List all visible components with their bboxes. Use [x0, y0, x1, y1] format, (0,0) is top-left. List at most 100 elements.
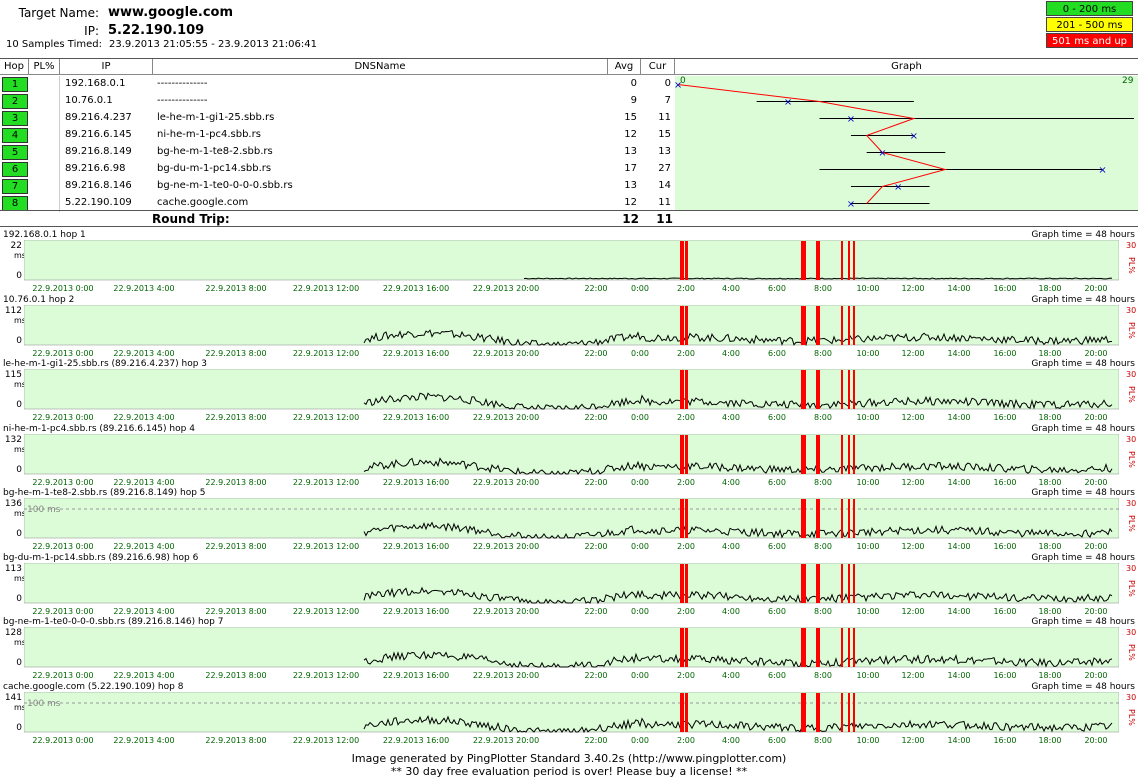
latency-trace [363, 714, 1113, 733]
graph-pl-max: 30 [1126, 628, 1137, 637]
hop-ip: 10.76.0.1 [65, 95, 113, 106]
hop-row[interactable]: 3 89.216.4.237 le-he-m-1-gi1-25.sbb.rs 15 11 [0, 110, 1138, 127]
packet-loss-bar [801, 692, 806, 732]
hop-row[interactable]: 8 5.22.190.109 cache.google.com 12 11 [0, 195, 1138, 212]
x-tick-label: 22:00 [584, 542, 607, 551]
hop-number-button[interactable]: 6 [2, 162, 28, 177]
hop-cur: 13 [658, 146, 671, 157]
graph-label: bg-ne-m-1-te0-0-0-0.sbb.rs (89.216.8.146… [3, 617, 224, 627]
x-tick-label: 18:00 [1038, 349, 1061, 358]
hop-row[interactable]: 4 89.216.6.145 ni-he-m-1-pc4.sbb.rs 12 15 [0, 127, 1138, 144]
x-tick-label: 22.9.2013 20:00 [473, 736, 539, 745]
x-tick-label: 8:00 [814, 478, 832, 487]
graph-time-label: Graph time = 48 hours [1031, 230, 1135, 240]
footer-generated: Image generated by PingPlotter Standard … [351, 752, 787, 765]
samples-label: 10 Samples Timed: [6, 39, 102, 50]
graph-ymax: 141 [4, 692, 22, 703]
x-tick-label: 4:00 [722, 542, 740, 551]
hop-dnsname: bg-ne-m-1-te0-0-0-0.sbb.rs [157, 180, 293, 191]
graph-ymax: 112 [4, 305, 22, 316]
packet-loss-bar [841, 305, 843, 345]
hop-number-button[interactable]: 5 [2, 145, 28, 160]
x-tick-label: 22:00 [584, 349, 607, 358]
x-tick-label: 10:00 [856, 607, 879, 616]
route-graph: 0 29 × × × × × × × × [675, 76, 1134, 210]
graph-background [24, 433, 1119, 474]
hop-row[interactable]: 7 89.216.8.146 bg-ne-m-1-te0-0-0-0.sbb.rs 1… [0, 178, 1138, 195]
graph-label: bg-he-m-1-te8-2.sbb.rs (89.216.8.149) ho… [3, 488, 206, 498]
packet-loss-bar [816, 563, 820, 603]
graph-label: le-he-m-1-gi1-25.sbb.rs (89.216.4.237) h… [3, 359, 207, 369]
x-tick-label: 6:00 [768, 607, 786, 616]
col-ip[interactable]: IP [60, 59, 153, 75]
x-tick-label: 22.9.2013 12:00 [293, 607, 359, 616]
hop-time-graph[interactable]: bg-du-m-1-pc14.sbb.rs (89.216.6.98) hop … [0, 553, 1138, 618]
hop-row[interactable]: 5 89.216.8.149 bg-he-m-1-te8-2.sbb.rs 13 13 [0, 144, 1138, 161]
x-tick-label: 2:00 [677, 478, 695, 487]
hop-number-button[interactable]: 7 [2, 179, 28, 194]
graph-pl-label: PL% [1127, 708, 1136, 726]
hop-number-button[interactable]: 8 [2, 196, 28, 211]
cur-marker: × [1098, 165, 1106, 176]
x-tick-label: 22.9.2013 8:00 [205, 736, 266, 745]
hop-number-button[interactable]: 3 [2, 111, 28, 126]
graph-ms-label: ms [14, 251, 26, 260]
x-tick-label: 20:00 [1084, 349, 1107, 358]
col-graph[interactable]: Graph [675, 59, 1138, 75]
x-tick-label: 20:00 [1084, 542, 1107, 551]
packet-loss-bar [841, 628, 843, 667]
hop-time-graph[interactable]: le-he-m-1-gi1-25.sbb.rs (89.216.4.237) h… [0, 359, 1138, 424]
graph-pl-max: 30 [1126, 692, 1137, 702]
packet-loss-bar [685, 241, 688, 280]
graph-pl-label: PL% [1127, 450, 1136, 468]
x-tick-label: 20:00 [1084, 736, 1107, 745]
packet-loss-bar [816, 499, 820, 538]
col-dnsname[interactable]: DNSName [153, 59, 608, 75]
col-pl[interactable]: PL% [29, 59, 60, 75]
hop-time-graph[interactable]: bg-ne-m-1-te0-0-0-0.sbb.rs (89.216.8.146… [0, 617, 1138, 682]
hop-time-graph[interactable]: bg-he-m-1-te8-2.sbb.rs (89.216.8.149) ho… [0, 488, 1138, 553]
hop-row[interactable]: 6 89.216.6.98 bg-du-m-1-pc14.sbb.rs 17 27 [0, 161, 1138, 178]
x-tick-label: 16:00 [993, 542, 1016, 551]
x-tick-label: 22:00 [584, 607, 607, 616]
threshold-label: 100 ms [27, 699, 61, 709]
x-tick-label: 8:00 [814, 736, 832, 745]
hop-avg: 15 [624, 112, 637, 123]
hop-ip: 89.216.6.145 [65, 129, 132, 140]
graph-pl-label: PL% [1127, 644, 1136, 661]
graph-plot: 22.9.2013 0:00 22.9.2013 4:00 22.9.2013 8:… [24, 433, 1119, 487]
x-tick-label: 14:00 [947, 284, 970, 293]
x-tick-label: 6:00 [768, 349, 786, 358]
hop-time-graph[interactable]: cache.google.com (5.22.190.109) hop 8 Gra… [0, 682, 1138, 747]
x-tick-label: 6:00 [768, 284, 786, 293]
hop-number-button[interactable]: 1 [2, 77, 28, 92]
x-tick-label: 22.9.2013 12:00 [293, 284, 359, 293]
hop-time-graph[interactable]: 192.168.0.1 hop 1 Graph time = 48 hours 22… [0, 230, 1138, 295]
hop-time-graph[interactable]: 10.76.0.1 hop 2 Graph time = 48 hours 112 0… [0, 295, 1138, 360]
graph-plot: 22.9.2013 0:00 22.9.2013 4:00 22.9.2013 8:… [24, 562, 1119, 616]
x-tick-label: 12:00 [901, 542, 924, 551]
cur-marker: × [847, 199, 855, 210]
graph-background [24, 304, 1119, 345]
hop-row[interactable]: 1 192.168.0.1 -------------- 0 0 [0, 76, 1138, 93]
hop-number-button[interactable]: 4 [2, 128, 28, 143]
graph-time-label: Graph time = 48 hours [1031, 617, 1135, 627]
col-avg[interactable]: Avg [608, 59, 641, 75]
hop-ip: 5.22.190.109 [65, 197, 132, 208]
x-tick-label: 22.9.2013 8:00 [205, 478, 266, 487]
x-tick-label: 6:00 [768, 478, 786, 487]
col-hop[interactable]: Hop [0, 59, 29, 75]
hop-row[interactable]: 2 10.76.0.1 -------------- 9 7 [0, 93, 1138, 110]
x-tick-label: 22.9.2013 12:00 [293, 478, 359, 487]
graph-pl-label: PL% [1127, 257, 1136, 274]
packet-loss-bar [685, 499, 688, 538]
hop-avg: 13 [624, 180, 637, 191]
x-tick-label: 22:00 [584, 736, 607, 745]
footer-license: ** 30 day free evaluation period is over… [390, 765, 748, 778]
col-cur[interactable]: Cur [641, 59, 675, 75]
x-tick-label: 0:00 [631, 542, 649, 551]
packet-loss-bar [816, 628, 820, 667]
graph-background [24, 627, 1119, 668]
hop-number-button[interactable]: 2 [2, 94, 28, 109]
hop-time-graph[interactable]: ni-he-m-1-pc4.sbb.rs (89.216.6.145) hop … [0, 424, 1138, 489]
